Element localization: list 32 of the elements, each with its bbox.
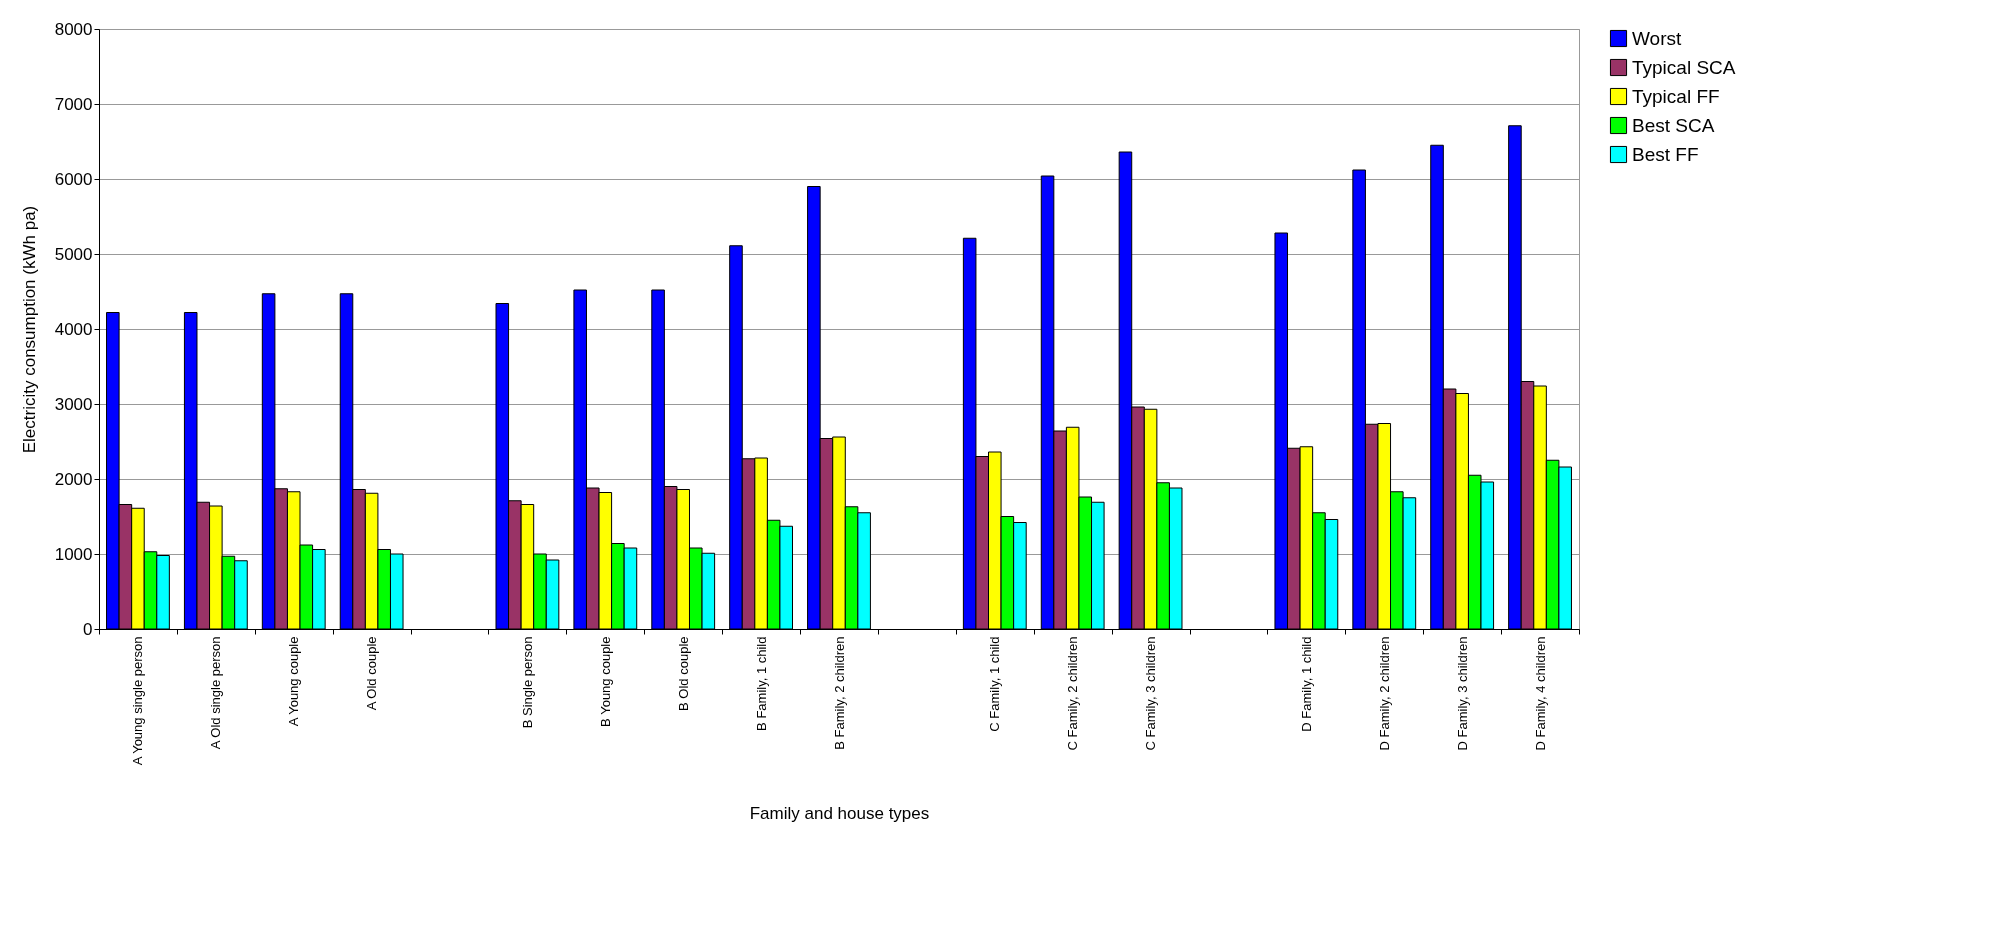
y-tick-label: 8000	[54, 19, 93, 39]
legend-label: Best FF	[1632, 143, 1699, 165]
legend-label: Typical SCA	[1632, 56, 1736, 78]
legend-label: Typical FF	[1632, 85, 1720, 107]
legend-label: Worst	[1632, 27, 1682, 49]
y-tick-label: 4000	[54, 319, 93, 339]
x-tick-label: A Young couple	[286, 636, 302, 727]
x-tick-label: B Single person	[519, 636, 535, 729]
x-tick-label: C Family, 2 children	[1065, 636, 1081, 751]
x-tick-label: A Young single person	[130, 636, 146, 766]
x-tick-label: C Family, 1 child	[987, 636, 1003, 732]
x-tick-label: C Family, 3 children	[1143, 636, 1159, 751]
x-tick-label: D Family, 4 children	[1532, 636, 1548, 751]
y-tick-label: 7000	[54, 94, 93, 114]
x-tick-label: A Old single person	[208, 636, 224, 750]
x-tick-label: B Family, 2 children	[831, 636, 847, 750]
y-tick-label: 5000	[54, 244, 93, 264]
x-tick-label: D Family, 2 children	[1376, 636, 1392, 751]
x-tick-label: D Family, 3 children	[1454, 636, 1470, 751]
y-tick-label: 2000	[54, 469, 93, 489]
y-tick-label: 6000	[54, 169, 93, 189]
y-tick-label: 0	[83, 619, 93, 639]
x-tick-label: B Family, 1 child	[753, 636, 769, 731]
y-axis-title: Electricity consumption (kWh pa)	[19, 205, 39, 454]
x-axis-title: Family and house types	[749, 804, 930, 824]
x-tick-label: D Family, 1 child	[1298, 636, 1314, 732]
y-tick-label: 1000	[54, 544, 93, 564]
x-tick-label: B Young couple	[597, 636, 613, 727]
legend-label: Best SCA	[1632, 114, 1715, 136]
x-tick-label: B Old couple	[675, 636, 691, 711]
x-tick-label: A Old couple	[364, 636, 380, 711]
y-tick-label: 3000	[54, 394, 93, 414]
